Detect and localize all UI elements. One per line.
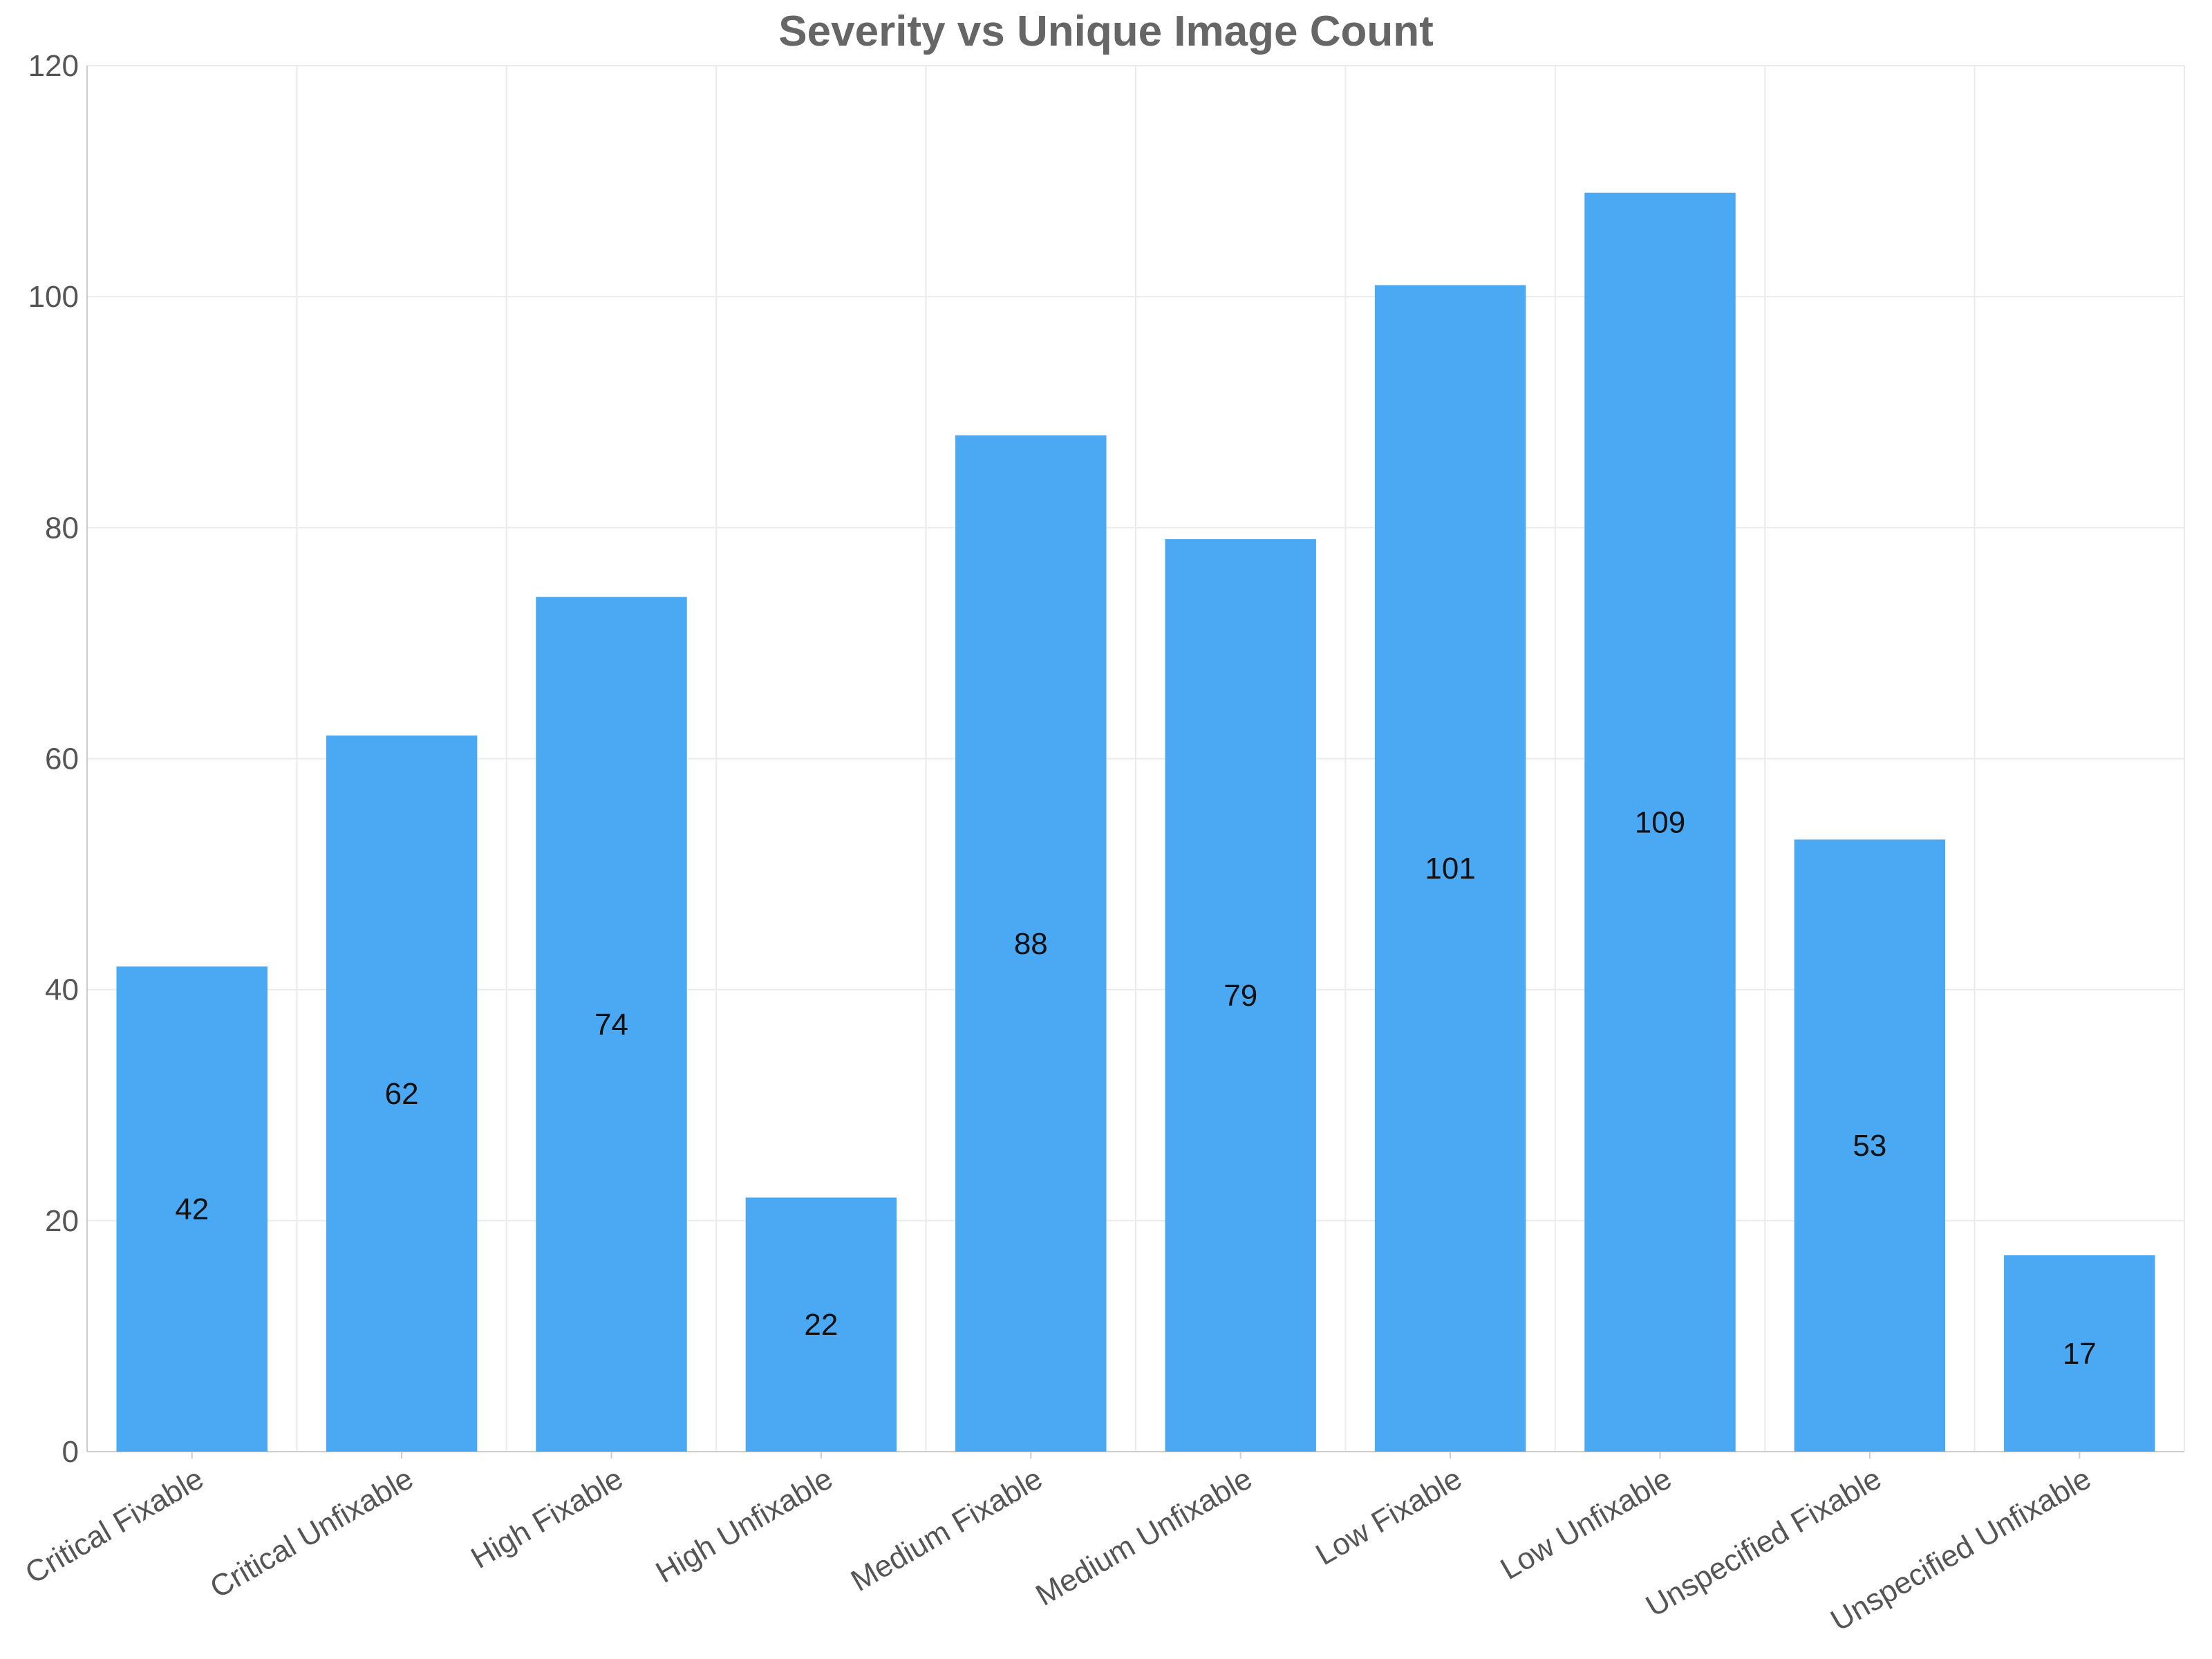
x-tick-label: Low Unfixable — [1495, 1461, 1678, 1586]
bar — [326, 735, 478, 1452]
x-tick-label: Medium Unfixable — [1030, 1461, 1257, 1613]
bar-value-label: 53 — [1853, 1129, 1886, 1163]
x-tick-label: Low Fixable — [1310, 1461, 1468, 1572]
grid — [86, 65, 2185, 1452]
chart-title: Severity vs Unique Image Count — [778, 8, 1433, 55]
bar — [2004, 1255, 2155, 1452]
y-tick-label: 60 — [45, 742, 79, 776]
x-tick-label: Critical Unfixable — [205, 1461, 419, 1604]
bar — [116, 966, 268, 1452]
bar — [1794, 839, 1946, 1452]
y-tick-label: 20 — [45, 1204, 79, 1238]
y-tick-label: 120 — [28, 49, 79, 83]
bar-value-label: 79 — [1224, 979, 1257, 1013]
x-tick-label: Medium Fixable — [845, 1461, 1048, 1598]
y-tick-label: 80 — [45, 511, 79, 545]
bar-value-label: 109 — [1635, 805, 1685, 839]
bar-value-label: 22 — [804, 1308, 838, 1342]
bar-value-label: 101 — [1425, 852, 1475, 885]
bar-value-label: 17 — [2063, 1337, 2097, 1371]
bars — [116, 192, 2155, 1452]
x-tick-label: High Unfixable — [650, 1461, 838, 1590]
x-tick-label: Critical Fixable — [19, 1461, 209, 1591]
y-tick-label: 40 — [45, 973, 79, 1007]
bar — [1584, 192, 1736, 1452]
y-tick-label: 0 — [62, 1435, 79, 1469]
bar-value-label: 62 — [385, 1077, 419, 1111]
bar-value-label: 88 — [1014, 927, 1048, 961]
y-tick-label: 100 — [28, 280, 79, 314]
bar — [536, 597, 687, 1452]
bar — [955, 435, 1107, 1452]
bar — [1165, 539, 1316, 1452]
bar-value-label: 74 — [594, 1008, 628, 1042]
bar-value-label: 42 — [175, 1192, 209, 1226]
bar — [1374, 285, 1526, 1452]
bar — [745, 1197, 897, 1452]
x-tick-label: High Fixable — [465, 1461, 628, 1575]
